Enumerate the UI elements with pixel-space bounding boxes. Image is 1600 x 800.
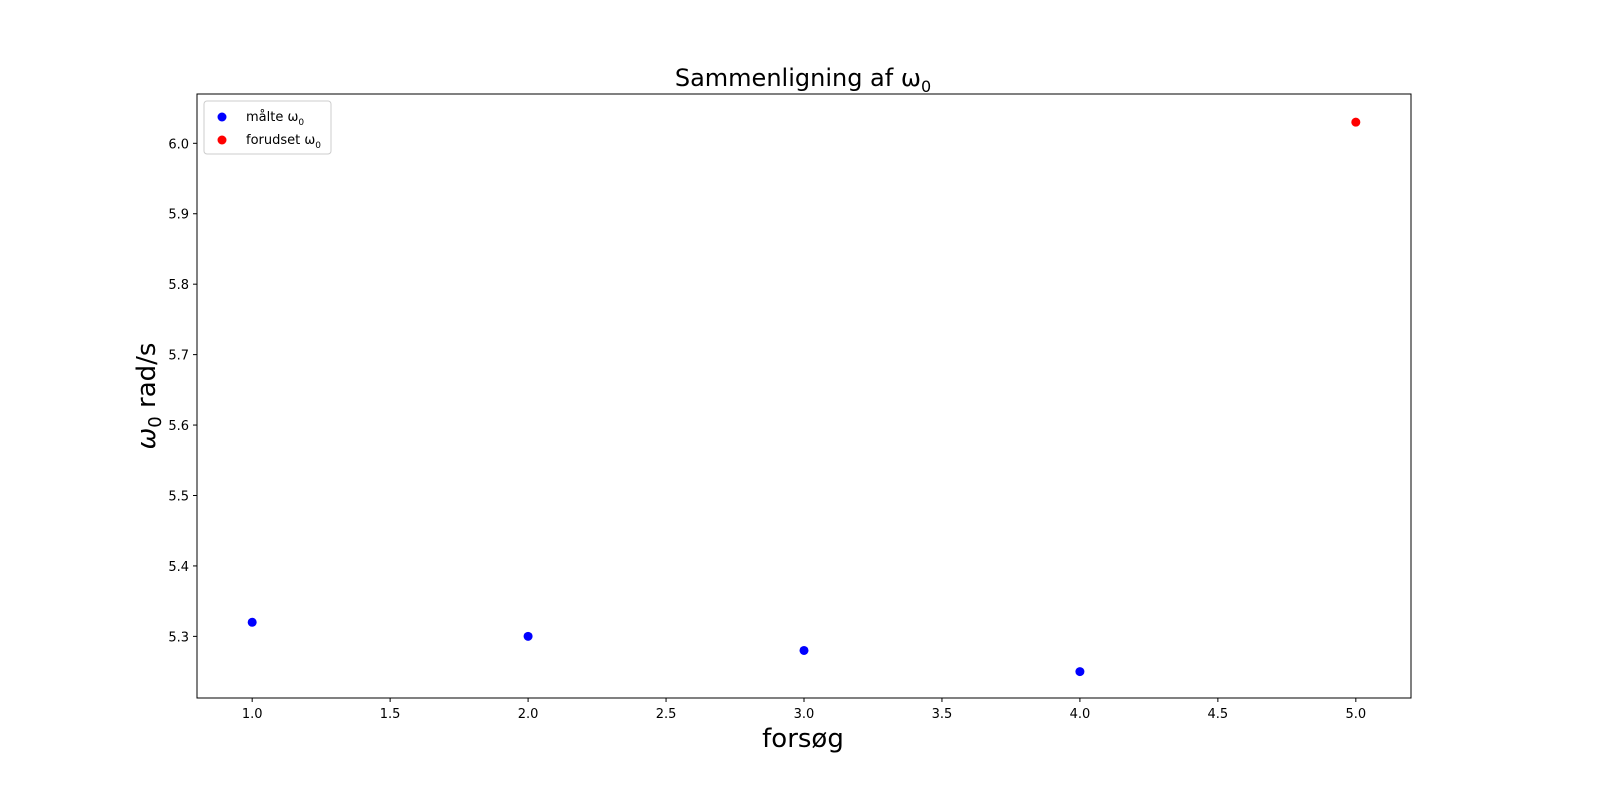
chart-title: Sammenligning af ω0	[675, 64, 931, 96]
legend-label-predicted: forudset ω0	[246, 133, 321, 151]
axes-frame	[196, 93, 1412, 699]
x-tick-label: 1.0	[242, 707, 263, 722]
y-tick-label: 5.3	[168, 630, 189, 645]
x-tick-label: 4.0	[1070, 707, 1091, 722]
legend: målte ω0 forudset ω0	[203, 100, 332, 155]
x-tick-label: 2.0	[518, 707, 539, 722]
legend-marker-predicted	[217, 135, 227, 145]
y-tick-label: 5.6	[168, 419, 189, 434]
data-markers	[247, 117, 1361, 677]
y-axis-ticks: 5.3 5.4 5.5 5.6 5.7 5.8 5.9 6.0	[168, 137, 197, 645]
measured-point	[1075, 667, 1085, 677]
predicted-point	[1351, 117, 1361, 127]
x-tick-label: 4.5	[1208, 707, 1229, 722]
y-tick-label: 5.5	[168, 489, 189, 504]
legend-box	[203, 100, 332, 155]
legend-marker-measured	[217, 112, 227, 122]
x-tick-label: 1.5	[380, 707, 401, 722]
x-axis-ticks: 1.0 1.5 2.0 2.5 3.0 3.5 4.0 4.5 5.0	[242, 698, 1366, 722]
x-axis-label: forsøg	[762, 724, 844, 754]
y-tick-label: 5.9	[168, 208, 189, 223]
y-tick-label: 6.0	[168, 137, 189, 152]
y-axis-label: ω0 rad/s	[132, 343, 166, 450]
y-tick-label: 5.8	[168, 278, 189, 293]
measured-point	[247, 617, 257, 627]
y-tick-label: 5.4	[168, 560, 189, 575]
x-tick-label: 3.0	[794, 707, 815, 722]
plot-area: 1.0 1.5 2.0 2.5 3.0 3.5 4.0 4.5 5.0 5.3 5.4 5.5 5.6…	[168, 93, 1412, 722]
y-tick-label: 5.7	[168, 349, 189, 364]
measured-point	[523, 631, 533, 641]
x-tick-label: 5.0	[1345, 707, 1366, 722]
x-tick-label: 2.5	[656, 707, 677, 722]
x-tick-label: 3.5	[932, 707, 953, 722]
measured-point	[799, 645, 809, 655]
legend-label-measured: målte ω0	[246, 110, 304, 128]
